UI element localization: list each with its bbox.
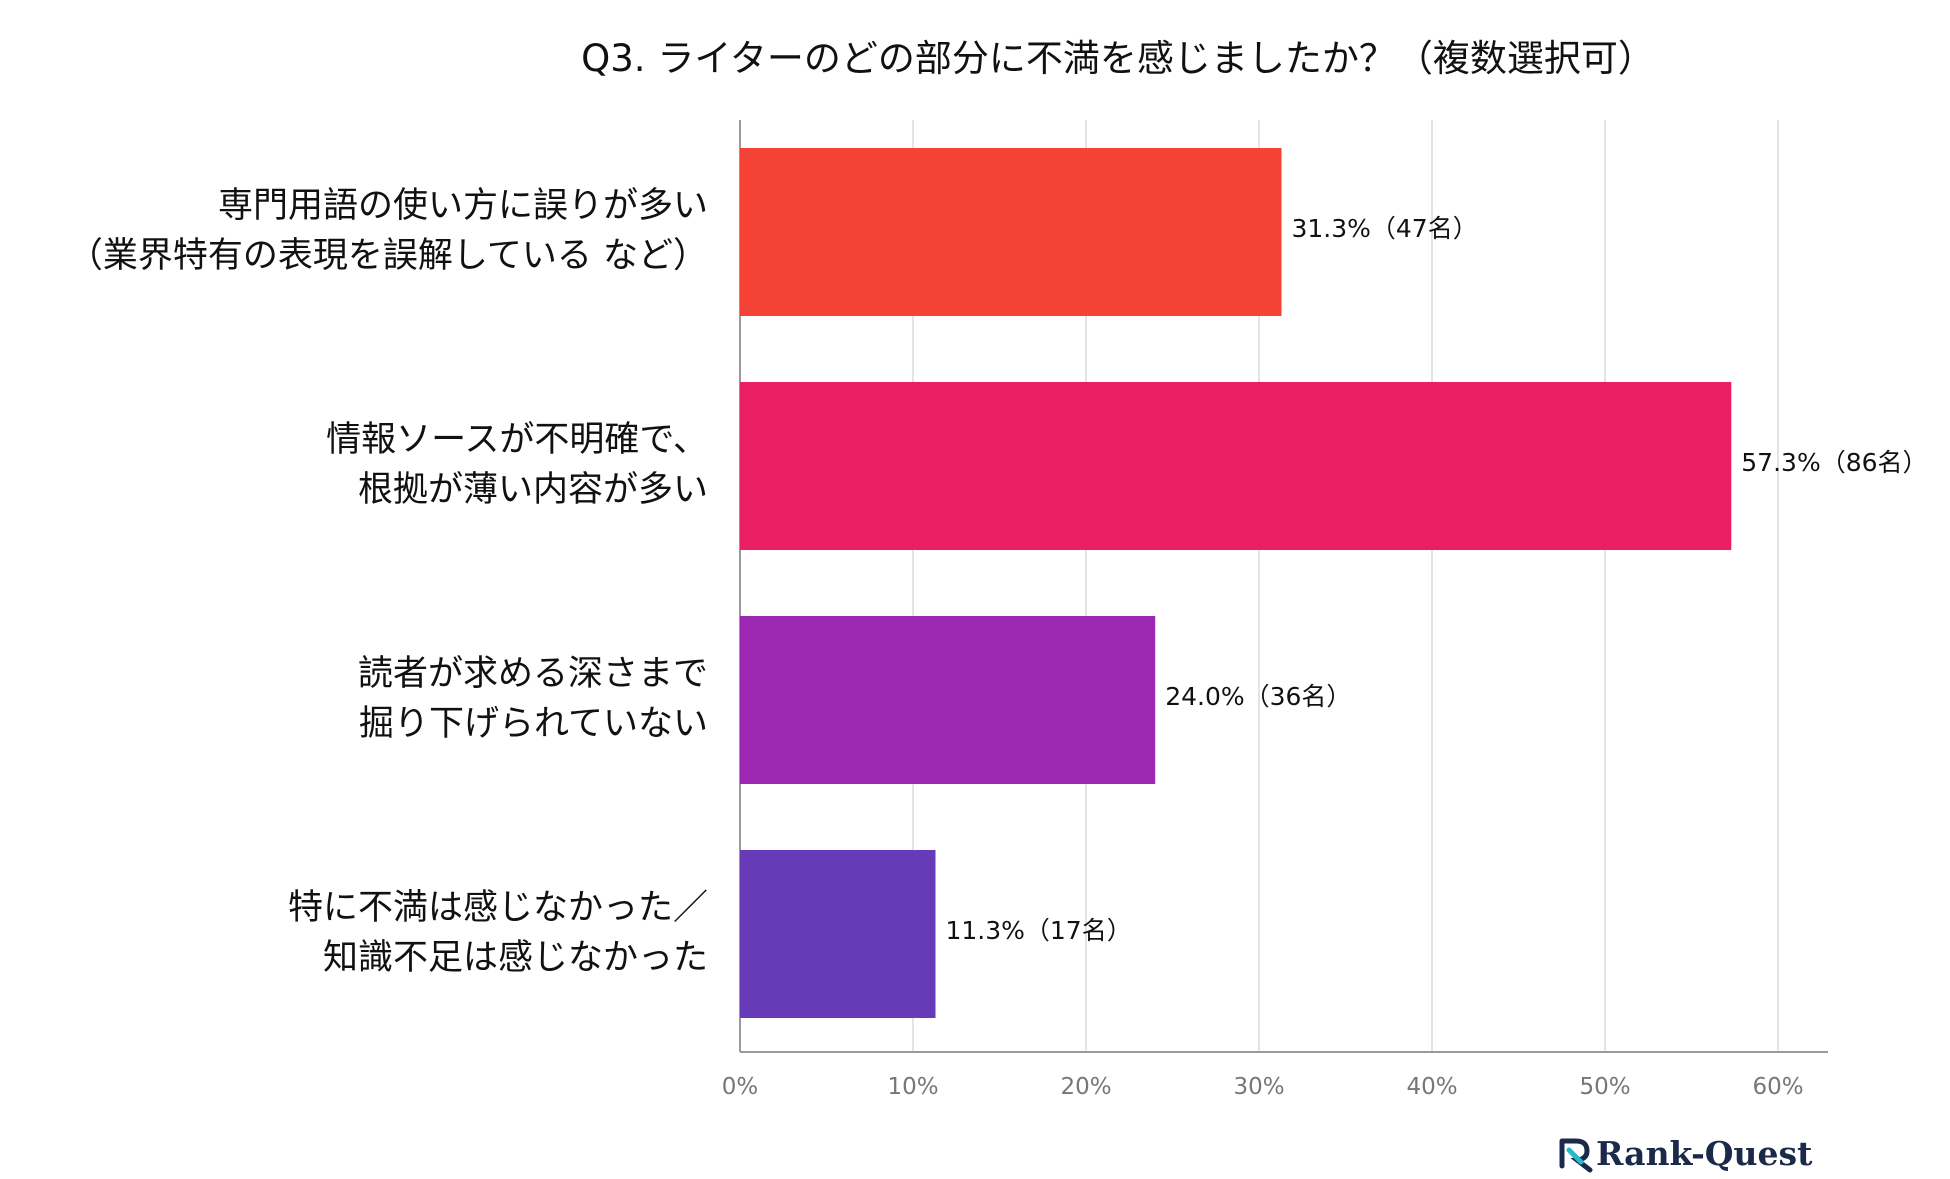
bar	[740, 382, 1732, 550]
category-labels: 専門用語の使い方に誤りが多い （業界特有の表現を誤解している など） 情報ソースが不…	[68, 186, 708, 978]
category-label-line: 専門用語の使い方に誤りが多い	[218, 186, 708, 226]
chart-title: Q3. ライターのどの部分に不満を感じましたか？（複数選択可）	[581, 37, 1655, 80]
x-tick-label: 10%	[887, 1074, 938, 1100]
bar	[740, 850, 936, 1018]
category-label-line: 知識不足は感じなかった	[323, 938, 708, 978]
category-label-line: 特に不満は感じなかった／	[288, 888, 708, 928]
category-label: 特に不満は感じなかった／ 知識不足は感じなかった	[288, 888, 708, 978]
category-label-line: 情報ソースが不明確で、	[326, 420, 708, 460]
x-tick-label: 30%	[1233, 1074, 1284, 1100]
category-label: 専門用語の使い方に誤りが多い （業界特有の表現を誤解している など）	[68, 186, 708, 276]
x-tick-label: 60%	[1752, 1074, 1803, 1100]
data-label: 24.0%（36名）	[1165, 682, 1351, 711]
x-axis-ticks: 0% 10% 20% 30% 40% 50% 60%	[722, 1074, 1804, 1100]
x-tick-label: 0%	[722, 1074, 759, 1100]
data-labels: 31.3%（47名） 57.3%（86名） 24.0%（36名） 11.3%（17名）	[945, 214, 1927, 945]
x-tick-label: 40%	[1406, 1074, 1457, 1100]
bar	[740, 148, 1282, 316]
category-label-line: 掘り下げられていない	[359, 704, 708, 744]
data-label: 57.3%（86名）	[1741, 448, 1927, 477]
x-tick-label: 20%	[1060, 1074, 1111, 1100]
category-label-line: （業界特有の表現を誤解している など）	[68, 236, 708, 276]
data-label: 31.3%（47名）	[1291, 214, 1477, 243]
rank-quest-logo: Rank-Quest	[1559, 1134, 1813, 1173]
x-tick-label: 50%	[1579, 1074, 1630, 1100]
rank-quest-logo-icon	[1559, 1138, 1593, 1173]
category-label-line: 読者が求める深さまで	[358, 654, 708, 694]
bar	[740, 616, 1156, 784]
logo-text: Rank-Quest	[1596, 1134, 1813, 1173]
category-label-line: 根拠が薄い内容が多い	[358, 470, 708, 510]
category-label: 情報ソースが不明確で、根拠が薄い内容が多い	[326, 420, 708, 510]
data-label: 11.3%（17名）	[945, 916, 1131, 945]
bars	[740, 148, 1732, 1018]
